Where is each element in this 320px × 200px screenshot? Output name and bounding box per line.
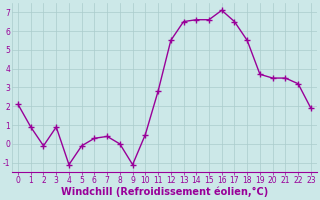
X-axis label: Windchill (Refroidissement éolien,°C): Windchill (Refroidissement éolien,°C)	[61, 187, 268, 197]
